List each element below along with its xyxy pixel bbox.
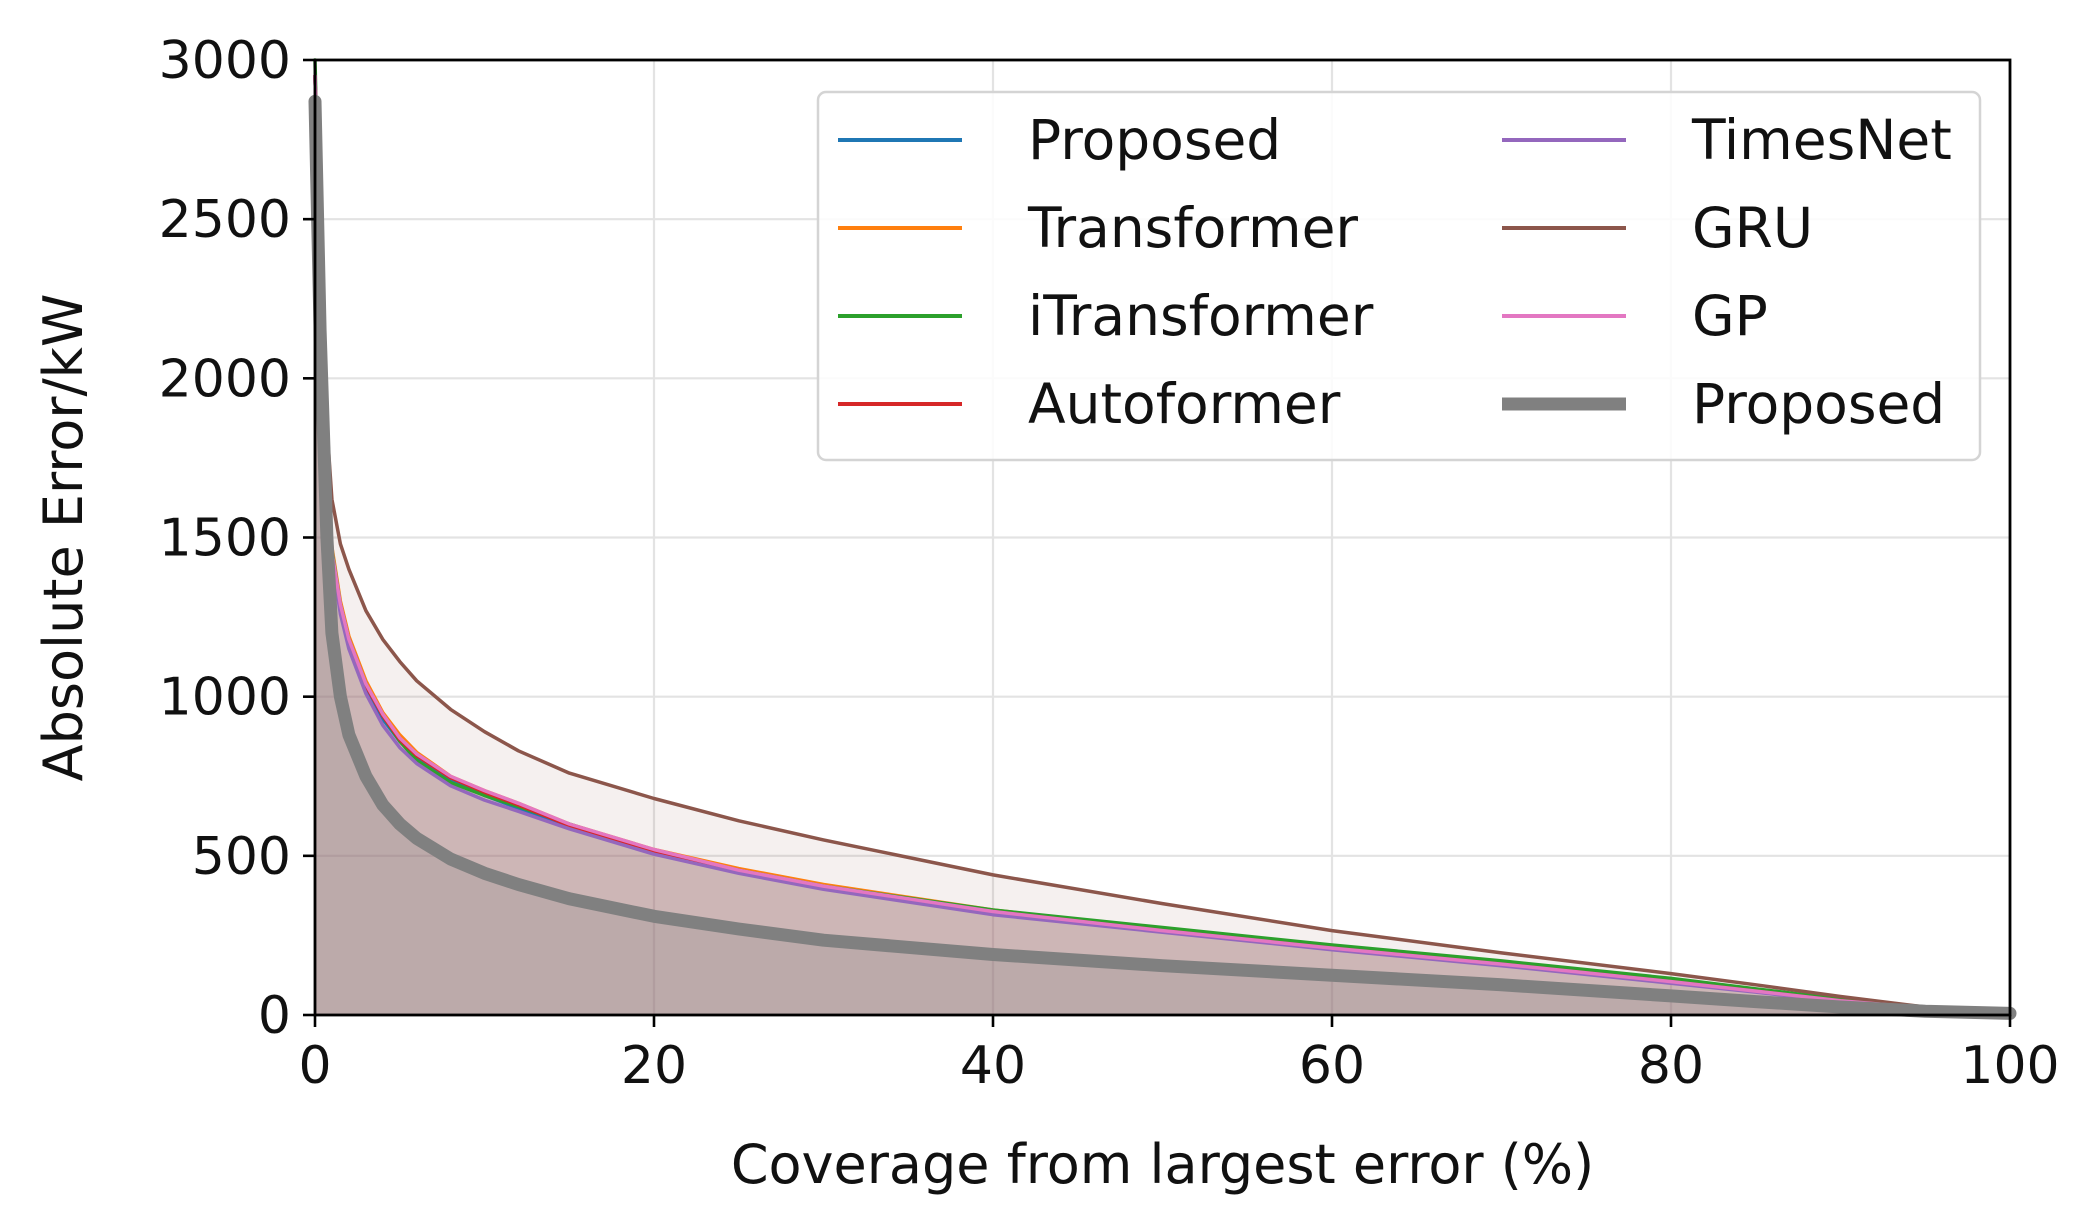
area-fill-6 (315, 75, 2010, 1015)
y-tick-label: 1000 (159, 668, 291, 728)
legend-label: Proposed (1028, 108, 1281, 172)
series-lines (308, 58, 2017, 1020)
x-tick-label: 40 (960, 1036, 1026, 1096)
area-fill-4 (315, 75, 2010, 1015)
legend-label: Transformer (1027, 196, 1358, 260)
legend-label: iTransformer (1028, 284, 1374, 348)
y-tick-label: 2500 (159, 190, 291, 250)
legend-label: Proposed (1692, 372, 1945, 436)
y-tick-label: 500 (192, 827, 291, 887)
x-tick-label: 0 (298, 1036, 331, 1096)
area-fills (315, 60, 2010, 1015)
y-tick-label: 1500 (159, 509, 291, 569)
y-tick-label: 0 (258, 986, 291, 1046)
area-fill-7 (315, 101, 2010, 1015)
x-tick-label: 100 (1960, 1036, 2059, 1096)
plot-frame (313, 58, 2012, 1017)
area-fill-0 (315, 75, 2010, 1015)
series-line-6 (313, 74, 2012, 1014)
legend-label: Autoformer (1028, 372, 1341, 436)
x-tick-label: 80 (1638, 1036, 1704, 1096)
series-line-7 (308, 94, 2017, 1020)
y-tick-label: 3000 (159, 31, 291, 91)
x-tick-label: 60 (1299, 1036, 1365, 1096)
area-fill-5 (315, 75, 2010, 1015)
series-line-5 (313, 74, 2012, 1014)
area-fill-2 (315, 60, 2010, 1015)
legend: Proposed Transformer iTransformer Autoforme… (816, 90, 1982, 462)
legend-label: GP (1692, 284, 1768, 348)
y-axis-label: Absolute Error/kW (32, 294, 95, 782)
x-tick-label: 20 (621, 1036, 687, 1096)
legend-box (816, 90, 1982, 462)
x-axis-label: Coverage from largest error (%) (731, 1133, 1594, 1196)
area-fill-3 (315, 75, 2010, 1015)
y-tick-label: 2000 (159, 349, 291, 409)
legend-label: GRU (1692, 196, 1813, 260)
legend-label: TimesNet (1691, 108, 1952, 172)
area-fill-1 (315, 75, 2010, 1015)
